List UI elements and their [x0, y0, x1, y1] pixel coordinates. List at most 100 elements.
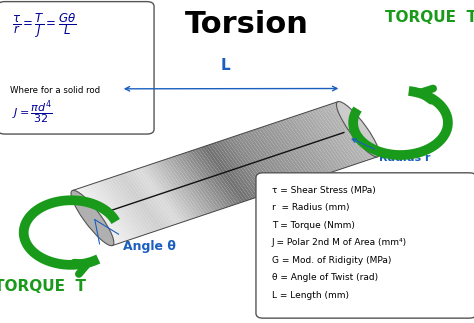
Polygon shape	[97, 182, 139, 238]
Polygon shape	[213, 142, 255, 199]
Polygon shape	[192, 150, 234, 206]
Polygon shape	[325, 105, 367, 161]
Polygon shape	[99, 181, 141, 237]
Polygon shape	[322, 106, 365, 162]
Polygon shape	[110, 177, 152, 233]
Ellipse shape	[71, 190, 114, 246]
Polygon shape	[306, 111, 348, 167]
Text: $J = \dfrac{\pi d^4}{32}$: $J = \dfrac{\pi d^4}{32}$	[12, 99, 53, 127]
Polygon shape	[94, 182, 136, 238]
Text: Where for a solid rod: Where for a solid rod	[10, 86, 100, 95]
Polygon shape	[203, 146, 245, 202]
Polygon shape	[179, 154, 221, 210]
Polygon shape	[336, 102, 378, 158]
Polygon shape	[157, 161, 200, 217]
Polygon shape	[288, 118, 330, 174]
Polygon shape	[330, 103, 373, 160]
Text: θ = Angle of Twist (rad): θ = Angle of Twist (rad)	[272, 273, 378, 282]
Polygon shape	[160, 160, 202, 216]
Polygon shape	[264, 126, 306, 182]
Polygon shape	[184, 152, 227, 208]
Polygon shape	[258, 127, 301, 183]
Polygon shape	[131, 170, 173, 226]
FancyBboxPatch shape	[256, 173, 474, 318]
Ellipse shape	[337, 101, 379, 157]
Polygon shape	[277, 121, 319, 177]
Polygon shape	[165, 159, 208, 214]
Polygon shape	[115, 175, 157, 231]
Polygon shape	[256, 128, 298, 184]
Polygon shape	[144, 166, 187, 222]
Polygon shape	[171, 157, 213, 213]
Polygon shape	[245, 132, 287, 188]
Text: TORQUE  T: TORQUE T	[385, 10, 474, 25]
Polygon shape	[301, 113, 343, 169]
Polygon shape	[73, 190, 115, 245]
Polygon shape	[229, 137, 272, 193]
Polygon shape	[314, 109, 356, 165]
Polygon shape	[123, 173, 165, 229]
Polygon shape	[224, 139, 266, 195]
Polygon shape	[163, 159, 205, 215]
Polygon shape	[232, 136, 274, 192]
Polygon shape	[134, 169, 176, 225]
Polygon shape	[78, 188, 120, 244]
Polygon shape	[208, 144, 250, 200]
Polygon shape	[83, 186, 126, 242]
Polygon shape	[319, 107, 362, 163]
Polygon shape	[200, 147, 242, 203]
Polygon shape	[266, 125, 309, 181]
Polygon shape	[210, 143, 253, 199]
Text: τ = Shear Stress (MPa): τ = Shear Stress (MPa)	[272, 186, 375, 195]
Text: $\dfrac{\tau}{r} = \dfrac{T}{J} = \dfrac{G\theta}{L}$: $\dfrac{\tau}{r} = \dfrac{T}{J} = \dfrac…	[12, 11, 76, 40]
Text: L = Length (mm): L = Length (mm)	[272, 291, 348, 300]
Polygon shape	[253, 129, 295, 185]
Polygon shape	[293, 116, 335, 172]
Polygon shape	[91, 183, 134, 239]
Polygon shape	[190, 151, 232, 206]
Text: TORQUE  T: TORQUE T	[0, 279, 86, 294]
Polygon shape	[168, 158, 210, 214]
Text: L: L	[220, 58, 230, 73]
Polygon shape	[274, 122, 317, 178]
Polygon shape	[283, 120, 325, 175]
Text: G = Mod. of Ridigity (MPa): G = Mod. of Ridigity (MPa)	[272, 256, 391, 265]
Polygon shape	[195, 149, 237, 205]
Polygon shape	[280, 120, 322, 176]
Polygon shape	[118, 174, 160, 231]
Text: T = Torque (Nmm): T = Torque (Nmm)	[272, 221, 355, 230]
Polygon shape	[235, 135, 277, 192]
Polygon shape	[147, 165, 189, 221]
Polygon shape	[240, 134, 282, 190]
Polygon shape	[182, 153, 224, 209]
Polygon shape	[75, 189, 118, 245]
Polygon shape	[173, 156, 216, 212]
Polygon shape	[317, 108, 359, 164]
Polygon shape	[311, 109, 354, 166]
Polygon shape	[250, 130, 293, 186]
Text: r  = Radius (mm): r = Radius (mm)	[272, 203, 349, 212]
Polygon shape	[296, 115, 338, 171]
FancyBboxPatch shape	[0, 2, 154, 134]
Polygon shape	[290, 117, 333, 173]
Polygon shape	[187, 151, 229, 207]
Text: Torsion: Torsion	[184, 10, 309, 39]
Polygon shape	[89, 184, 131, 240]
Polygon shape	[102, 180, 144, 236]
Polygon shape	[150, 164, 192, 220]
Text: Angle θ: Angle θ	[123, 240, 176, 253]
Polygon shape	[126, 172, 168, 228]
Polygon shape	[227, 138, 269, 194]
Polygon shape	[137, 168, 179, 224]
Polygon shape	[152, 163, 194, 219]
Text: J = Polar 2nd M of Area (mm⁴): J = Polar 2nd M of Area (mm⁴)	[272, 238, 407, 247]
Polygon shape	[298, 114, 340, 170]
Polygon shape	[328, 104, 370, 160]
Polygon shape	[248, 131, 290, 187]
Polygon shape	[243, 133, 285, 189]
Polygon shape	[120, 173, 163, 230]
Polygon shape	[86, 185, 128, 241]
Polygon shape	[216, 141, 258, 198]
Polygon shape	[261, 127, 303, 182]
Polygon shape	[112, 176, 155, 232]
